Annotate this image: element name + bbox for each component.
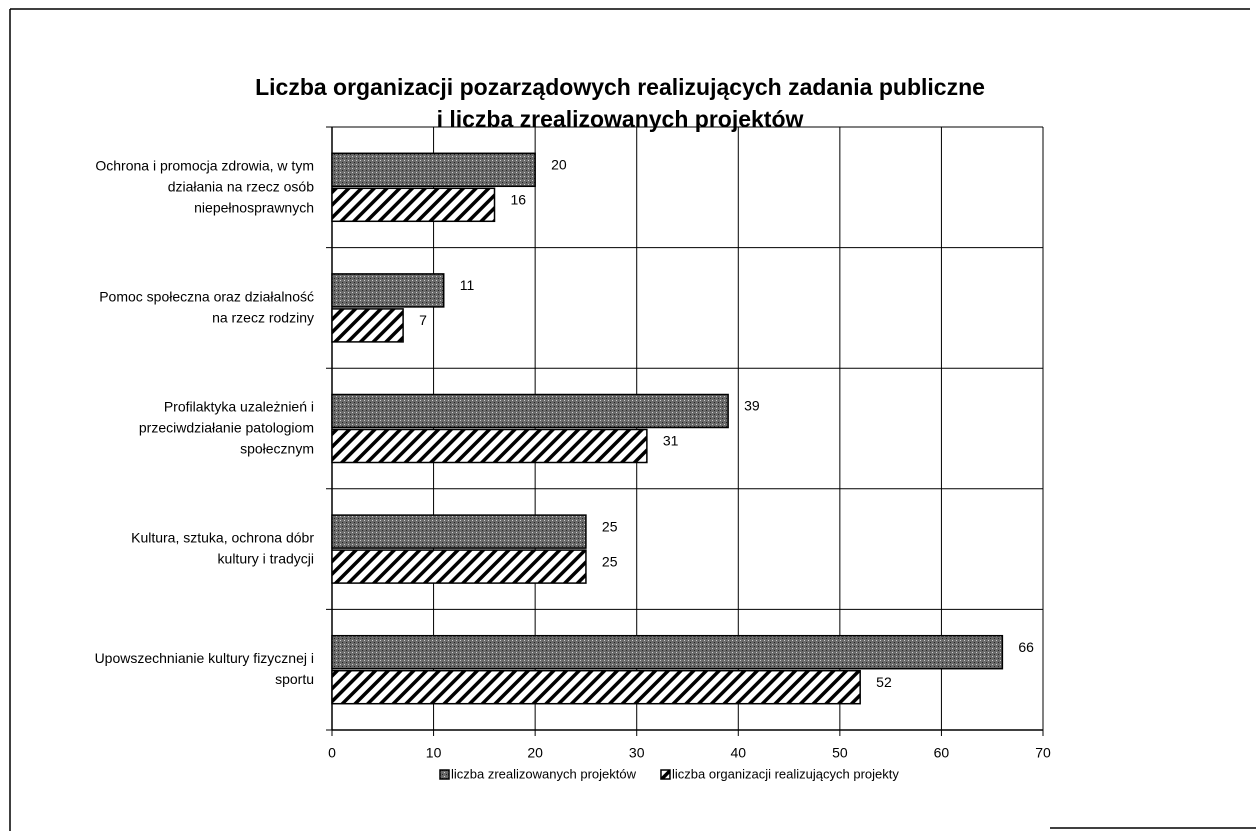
category-label-line: niepełnosprawnych — [194, 199, 314, 215]
x-tick-label: 30 — [629, 745, 645, 761]
category-label-line: Pomoc społeczna oraz działalność — [99, 288, 314, 304]
bar — [331, 634, 1004, 670]
value-label: 31 — [663, 433, 679, 449]
bar — [331, 514, 587, 549]
bar — [331, 152, 536, 188]
value-label: 25 — [602, 518, 618, 534]
value-label: 25 — [602, 553, 618, 569]
x-tick-label: 40 — [730, 745, 746, 761]
category-label-line: kultury i tradycji — [218, 550, 314, 566]
bar — [331, 187, 496, 223]
category-label-line: społecznym — [240, 440, 314, 456]
category-label-line: Upowszechnianie kultury fizycznej i — [95, 650, 314, 666]
x-tick-label: 70 — [1035, 745, 1051, 761]
category-label: Ochrona i promocja zdrowia, w tym działan… — [95, 157, 314, 215]
legend-swatch — [660, 769, 671, 780]
category-label: Kultura, sztuka, ochrona dóbr kultury i t… — [131, 529, 314, 566]
category-label-line: sportu — [275, 671, 314, 687]
legend-label: liczba zrealizowanych projektów — [451, 766, 637, 781]
category-label-line: Ochrona i promocja zdrowia, w tym — [95, 157, 314, 173]
bar — [331, 308, 404, 343]
category-label: Upowszechnianie kultury fizycznej i sport… — [95, 650, 314, 687]
x-tick-label: 10 — [426, 745, 442, 761]
value-label: 20 — [551, 157, 567, 173]
x-tick-label: 50 — [832, 745, 848, 761]
category-label-line: na rzecz rodziny — [212, 309, 314, 325]
category-label-line: przeciwdziałanie patologiom — [139, 419, 314, 435]
x-tick-label: 60 — [934, 745, 950, 761]
category-label-line: Kultura, sztuka, ochrona dóbr — [131, 529, 314, 545]
bar — [331, 669, 861, 705]
value-label: 7 — [419, 312, 427, 328]
value-label: 16 — [511, 192, 527, 208]
value-label: 52 — [876, 674, 892, 690]
bar — [331, 393, 729, 429]
category-label: Pomoc społeczna oraz działalność na rzecz… — [99, 288, 314, 325]
category-label: Profilaktyka uzależnień i przeciwdziałani… — [139, 398, 314, 456]
legend-label: liczba organizacji realizujących projekt… — [672, 766, 899, 781]
value-label: 11 — [460, 277, 475, 293]
category-label-line: działania na rzecz osób — [168, 178, 315, 194]
x-tick-label: 0 — [328, 745, 336, 761]
chart-title: i liczba zrealizowanych projektów — [437, 106, 804, 132]
value-label: 66 — [1018, 639, 1034, 655]
bar — [331, 428, 648, 464]
legend-swatch — [439, 769, 450, 780]
bar — [331, 273, 445, 308]
chart-title: Liczba organizacji pozarządowych realizu… — [255, 74, 985, 100]
value-label: 39 — [744, 398, 760, 414]
category-label-line: Profilaktyka uzależnień i — [164, 398, 314, 414]
x-tick-label: 20 — [527, 745, 543, 761]
bar — [331, 549, 587, 584]
